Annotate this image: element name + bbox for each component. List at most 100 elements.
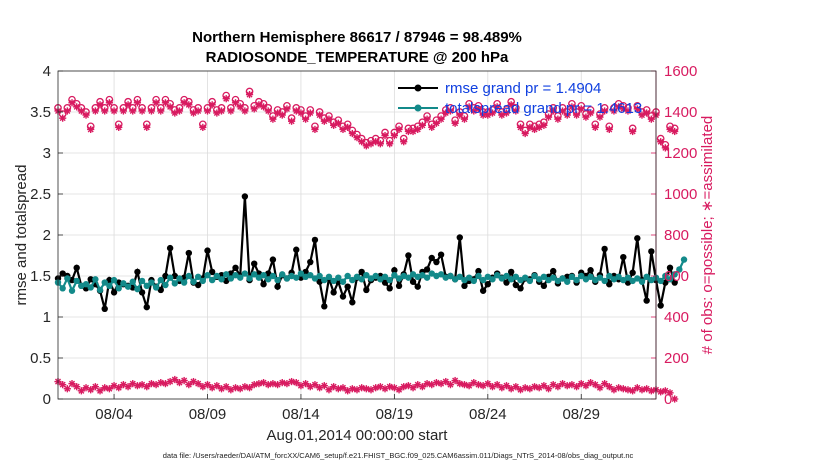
y-tick-label-left: 0 [43,391,51,408]
totalspread-point [643,273,650,281]
y-axis-label-left: rmse and totalspread [13,165,30,306]
totalspread-point [447,272,454,280]
totalspread-point [349,276,356,284]
totalspread-point [316,272,323,280]
totalspread-point [391,271,398,279]
obs-assimilated-marker [432,119,441,127]
obs-assimilated-marker [423,115,431,123]
obs-low-marker [325,386,333,394]
rmse-point [456,234,463,241]
obs-low-marker [465,382,473,390]
obs-assimilated-marker [554,115,562,123]
legend-spread-marker [414,104,422,112]
obs-assimilated-marker [344,123,352,131]
totalspread-point [578,272,585,280]
y-tick-label-right: 800 [664,227,689,244]
obs-assimilated-marker [217,107,226,115]
obs-low-marker [59,381,67,389]
obs-assimilated-marker [129,107,137,115]
obs-assimilated-marker [502,109,511,117]
rmse-point [269,256,277,263]
obs-assimilated-marker [601,107,609,115]
totalspread-point [676,266,683,273]
obs-low-marker [451,376,459,385]
y-tick-label-left: 3.5 [30,104,51,121]
totalspread-point [405,274,412,281]
obs-assimilated-marker [236,103,244,111]
legend: rmse grand pr = 1.4904 totalspread grand… [398,80,642,117]
obs-assimilated-marker [157,107,165,115]
y-tick-label-right: 400 [664,309,689,326]
totalspread-point [166,274,174,281]
x-tick-label: 08/24 [469,406,507,423]
totalspread-point [456,273,463,281]
totalspread-point [82,281,90,288]
tick-layer: 08/04 08/09 08/14 08/19 08/24 08/29 0 0.5 1 1.5 2 2… [30,63,697,423]
plot-frame [57,70,657,400]
totalspread-point [218,276,225,283]
obs-assimilated-marker [185,101,193,109]
y-tick-label-left: 3 [43,145,51,162]
obs-low-marker [563,382,571,390]
totalspread-point [199,277,207,285]
totalspread-point [237,274,244,281]
obs-assimilated-marker [418,121,427,129]
totalspread-point [162,281,169,289]
rmse-point [358,268,365,276]
obs-assimilated-marker [512,107,520,115]
obs-assimilated-marker [647,115,655,123]
totalspread-point [657,277,664,285]
obs-assimilated-marker [563,111,571,119]
obs-assimilated-marker [544,113,553,121]
obs-assimilated-marker [386,140,394,148]
obs-assimilated-marker [446,107,455,115]
rmse-point [260,281,267,288]
rmse-point [349,299,356,306]
rmse-point [134,268,141,276]
rmse-point [204,247,211,254]
chart-title: Northern Hemisphere 86617 / 87946 = 98.4… [192,29,522,46]
obs-low-marker [68,380,76,388]
obs-assimilated-marker [166,103,174,111]
obs-low-marker [73,383,81,391]
obs-low-marker [63,385,71,393]
totalspread-point [330,277,337,285]
rmse-point [606,281,613,288]
totalspread-point [344,272,351,280]
rmse-point [110,289,118,296]
obs-low-marker [213,382,221,390]
rmse-point [540,282,548,290]
obs-assimilated-marker [390,131,398,140]
x-tick-label: 08/14 [282,406,320,423]
obs-assimilated-marker [316,111,324,119]
obs-assimilated-marker [302,115,310,123]
obs-low-marker [171,375,179,384]
obs-low-marker [666,389,674,397]
obs-assimilated-marker [143,123,151,131]
totalspread-point [596,274,604,281]
totalspread-point [381,273,389,281]
rmse-point [208,268,216,276]
totalspread-point [190,278,197,285]
totalspread-point [624,274,632,281]
obs-assimilated-marker [395,125,403,134]
totalspread-point [120,280,127,287]
obs-low-marker [418,383,427,391]
obs-assimilated-marker [59,114,67,122]
totalspread-point [339,278,347,285]
rmse-point [138,289,146,296]
rmse-point [274,283,281,290]
obs-low-marker [657,388,665,396]
x-tick-label: 08/09 [189,406,227,423]
totalspread-point [138,277,146,285]
totalspread-point [465,274,473,281]
rmse-point [405,252,412,259]
rmse-point [251,260,258,267]
rmse-point [185,249,193,257]
series-layer [54,87,688,403]
obs-low-marker [91,383,99,391]
obs-assimilated-marker [456,111,464,119]
obs-low-marker [502,382,511,390]
totalspread-point [493,271,501,279]
rmse-point [629,269,636,276]
